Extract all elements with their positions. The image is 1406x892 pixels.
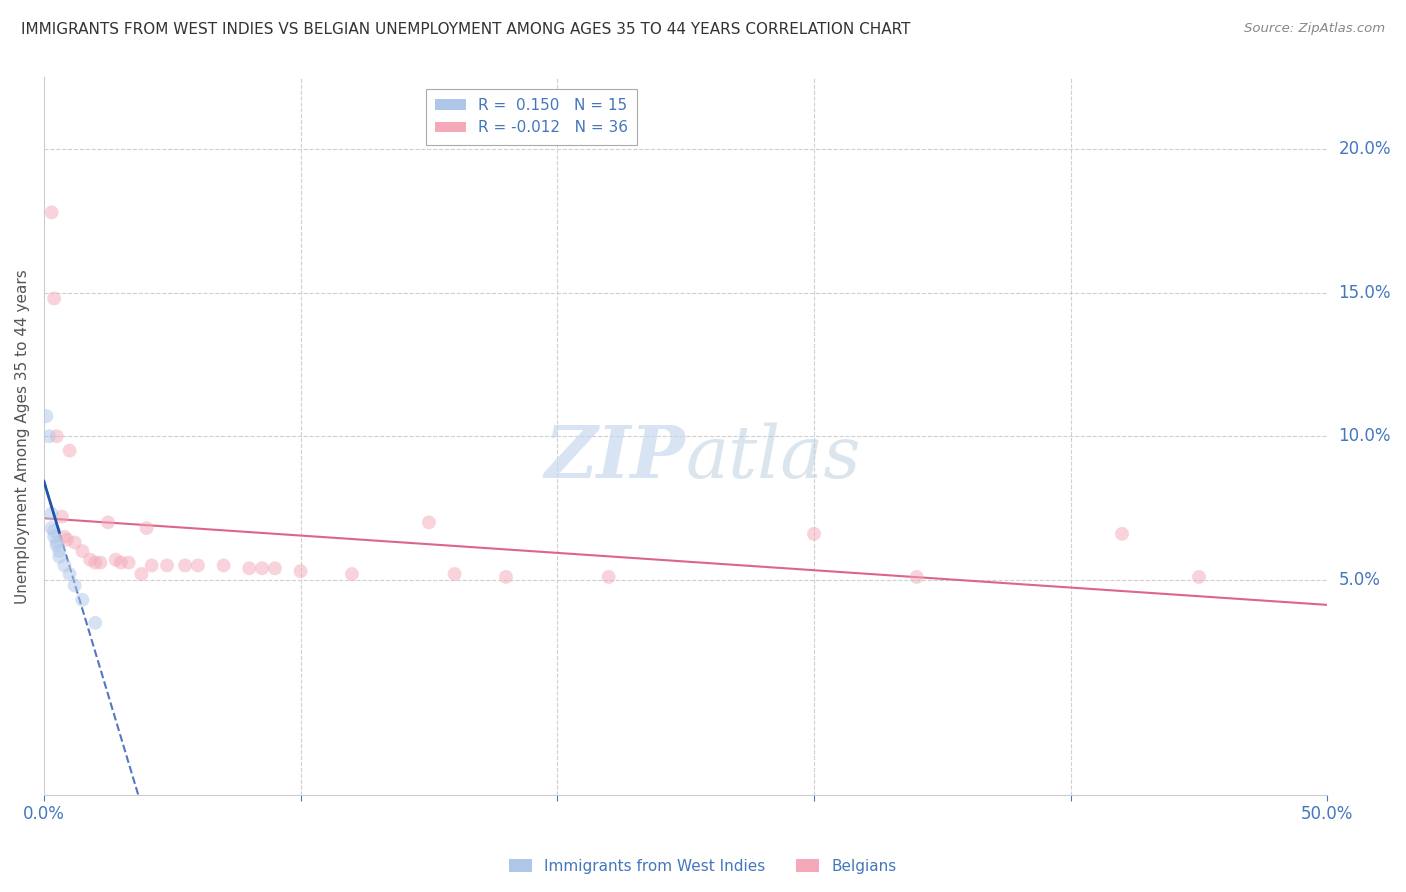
Text: atlas: atlas [686,423,860,493]
Point [495,570,517,584]
Point [238,561,260,575]
Legend: R =  0.150   N = 15, R = -0.012   N = 36: R = 0.150 N = 15, R = -0.012 N = 36 [426,88,637,145]
Point [58,567,80,582]
Point [45,429,67,443]
Point [340,567,363,582]
Point [131,567,153,582]
Point [44,524,66,538]
Point [97,516,120,530]
Text: Source: ZipAtlas.com: Source: ZipAtlas.com [1244,22,1385,36]
Point [156,558,179,573]
Point [35,409,58,424]
Point [41,205,63,219]
Point [41,507,63,521]
Point [48,544,70,558]
Point [53,530,76,544]
Point [72,592,94,607]
Point [250,561,273,575]
Point [72,544,94,558]
Point [51,509,73,524]
Point [1111,526,1133,541]
Point [174,558,197,573]
Point [41,521,63,535]
Point [443,567,465,582]
Point [44,530,66,544]
Point [63,578,86,592]
Point [264,561,287,575]
Point [56,533,79,547]
Y-axis label: Unemployment Among Ages 35 to 44 years: Unemployment Among Ages 35 to 44 years [15,268,30,604]
Text: 15.0%: 15.0% [1339,284,1391,301]
Point [1188,570,1211,584]
Text: 20.0%: 20.0% [1339,140,1391,158]
Point [212,558,235,573]
Point [38,429,60,443]
Point [290,564,312,578]
Text: 10.0%: 10.0% [1339,427,1391,445]
Point [598,570,620,584]
Text: 5.0%: 5.0% [1339,571,1381,589]
Point [104,552,127,566]
Point [187,558,209,573]
Point [84,615,107,630]
Point [45,535,67,549]
Point [117,556,139,570]
Point [418,516,440,530]
Point [58,443,80,458]
Point [63,535,86,549]
Point [44,292,66,306]
Point [803,526,825,541]
Text: ZIP: ZIP [544,422,686,493]
Point [89,556,111,570]
Point [905,570,928,584]
Legend: Immigrants from West Indies, Belgians: Immigrants from West Indies, Belgians [503,853,903,880]
Point [53,558,76,573]
Point [135,521,157,535]
Point [79,552,101,566]
Text: IMMIGRANTS FROM WEST INDIES VS BELGIAN UNEMPLOYMENT AMONG AGES 35 TO 44 YEARS CO: IMMIGRANTS FROM WEST INDIES VS BELGIAN U… [21,22,911,37]
Point [141,558,163,573]
Point [48,549,70,564]
Point [84,556,107,570]
Point [110,556,132,570]
Point [45,538,67,552]
